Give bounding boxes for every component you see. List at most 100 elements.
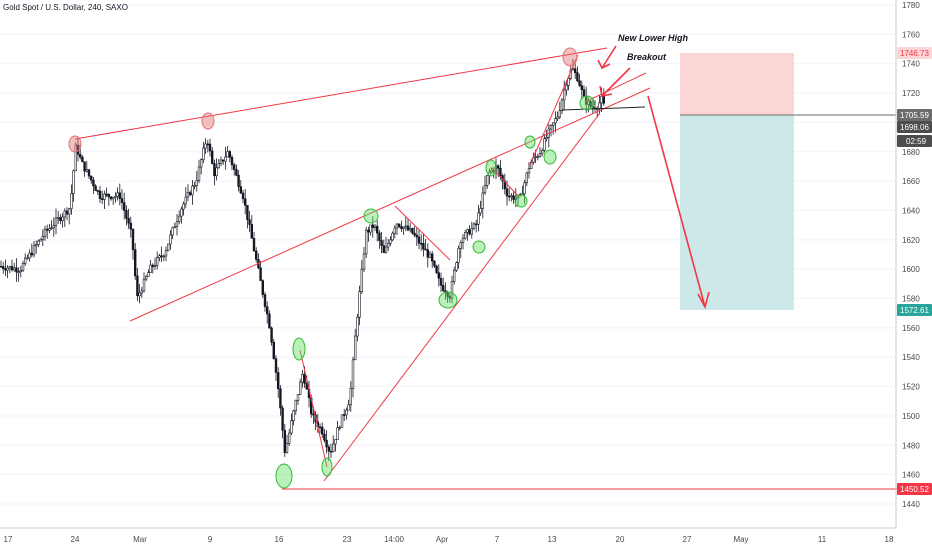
candle-body [68,208,71,215]
x-tick-label: 13 [548,535,557,544]
candle-body [54,217,58,226]
candle-body [52,225,56,229]
candle-body [160,255,163,258]
candle-body [527,168,531,174]
candle-body [180,208,183,217]
candle-body [479,208,482,214]
candle-body [41,236,45,240]
candle-body [195,180,198,186]
candle-body [356,316,359,337]
candle-body [50,227,53,230]
swing-line-1 [299,349,328,468]
candle-body [13,267,16,271]
candle-body [496,165,500,169]
swing-low-marker [524,135,536,149]
candle-body [340,414,344,428]
take-profit-zone [680,115,794,310]
candle-body [59,217,62,221]
candle-body [158,255,161,259]
candle-body [367,229,370,233]
candle-body [580,85,584,90]
candle-body [45,228,49,231]
candle-body [103,193,106,200]
time-axis[interactable]: 17 24 Mar 9 16 23 14:00 Apr 7 13 20 27 May 11 18 [0,527,896,544]
candle-body [63,210,67,218]
candle-body [279,388,282,409]
swing-low-marker [363,208,379,224]
candle-body [255,250,258,260]
candle-body [393,227,396,234]
candle-body [261,280,264,295]
candle-body [481,192,484,209]
candle-body [61,216,64,221]
candle-body [450,281,454,299]
candle-body [90,175,93,181]
candle-body [156,257,159,266]
candle-body [268,313,271,329]
candle-body [193,185,196,187]
lower-high-annotation: New Lower High [618,33,689,43]
candle-body [455,262,458,271]
candle-body [167,243,170,251]
candle-body [109,196,113,200]
candle-body [373,225,377,228]
price-axis[interactable]: 1440 1460 1480 1500 1520 1540 1560 1580 1600 1620… [895,0,920,528]
candle-body [125,210,128,219]
candle-body [28,252,31,259]
candle-body [39,239,42,242]
swing-low-marker [485,159,497,177]
y-tick-label: 1780 [902,1,920,10]
x-tick-label: 24 [71,535,80,544]
stop-price-tag [897,47,932,59]
candle-body [283,429,286,453]
candle-body [235,169,238,176]
x-tick-label: 18 [885,535,894,544]
candle-body [8,266,11,269]
candle-body [433,260,436,267]
candle-body [136,275,139,297]
candle-body [391,232,394,241]
candle-body [384,246,388,253]
y-tick-label: 1740 [902,60,920,69]
trend-drawings [74,45,932,490]
candle-body [259,267,262,281]
candle-body [364,229,368,255]
bar-timer-tag [897,135,932,147]
candle-body [123,202,126,211]
candle-body [153,264,157,268]
candle-body [472,223,476,229]
candle-body [292,410,295,421]
current-price-tag [897,121,932,133]
candle-body [463,232,467,239]
stop-loss-zone [680,53,794,115]
candle-body [327,446,330,452]
candle-body [120,198,124,203]
candle-body [298,381,302,395]
candle-body [186,192,190,198]
candle-body [4,268,7,271]
candle-body [318,426,322,429]
candle-body [549,125,553,130]
swing-low-marker [514,194,528,208]
y-tick-label: 1480 [902,441,920,450]
candle-body [149,264,152,273]
candle-body [378,232,381,241]
candle-body [437,272,440,279]
candle-body [345,409,348,416]
candle-body [171,227,174,236]
candle-body [263,294,267,307]
candle-body [145,276,148,280]
candle-body [499,167,502,176]
y-tick-label: 1540 [902,353,920,362]
candle-body [587,101,590,105]
candle-body [485,175,489,186]
support-price-text: 1450.52 [900,485,929,494]
rising-support-line [323,112,601,482]
candle-body [554,118,557,124]
candle-body [457,248,460,263]
candle-body [301,374,304,383]
candle-body [206,143,209,146]
candle-body [6,267,9,271]
candle-body [222,159,225,162]
